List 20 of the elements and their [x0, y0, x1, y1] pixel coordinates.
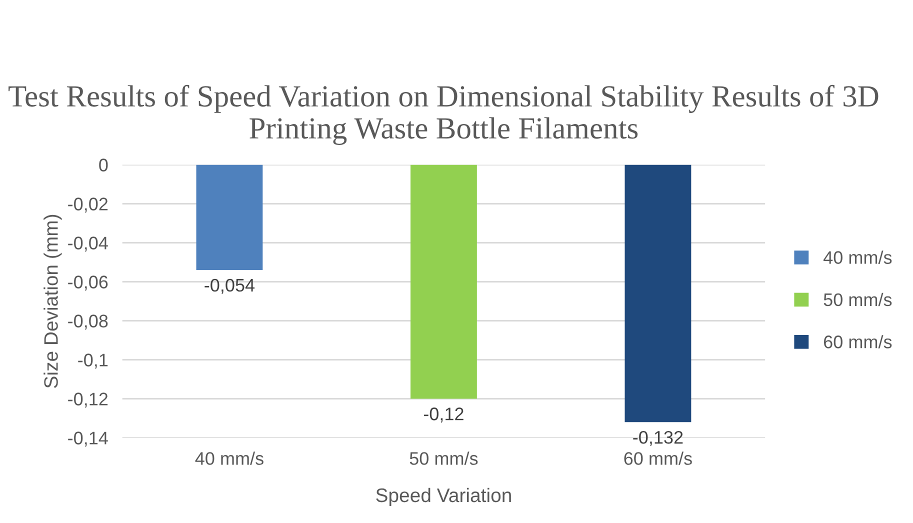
legend-label: 60 mm/s [824, 335, 892, 348]
data-label: -0,054 [204, 278, 255, 294]
x-tick-label: 60 mm/s [624, 452, 692, 465]
chart-title: Test Results of Speed Variation on Dimensional Stability Results of 3D Printing Waste Bottle Filaments [8, 84, 878, 146]
legend-label: 40 mm/s [824, 250, 892, 264]
x-tick-label: 40 mm/s [195, 452, 264, 465]
data-label: -0,132 [633, 430, 683, 446]
y-axis-title: Size Deviation (mm) [44, 214, 62, 388]
y-tick-label: -0,04 [68, 236, 108, 252]
legend-label: 50 mm/s [824, 292, 892, 306]
y-tick-label: -0,06 [68, 276, 108, 291]
y-tick-label: -0,12 [68, 392, 108, 408]
y-tick-label: 0 [99, 158, 108, 172]
x-axis-title: Speed Variation [376, 488, 511, 506]
y-tick-label: -0,02 [68, 198, 108, 213]
y-tick-label: -0,14 [68, 432, 108, 447]
data-label: -0,12 [424, 408, 464, 422]
y-tick-label: -0,08 [68, 314, 108, 330]
x-tick-label: 50 mm/s [410, 452, 478, 465]
y-tick-label: -0,1 [78, 354, 108, 369]
